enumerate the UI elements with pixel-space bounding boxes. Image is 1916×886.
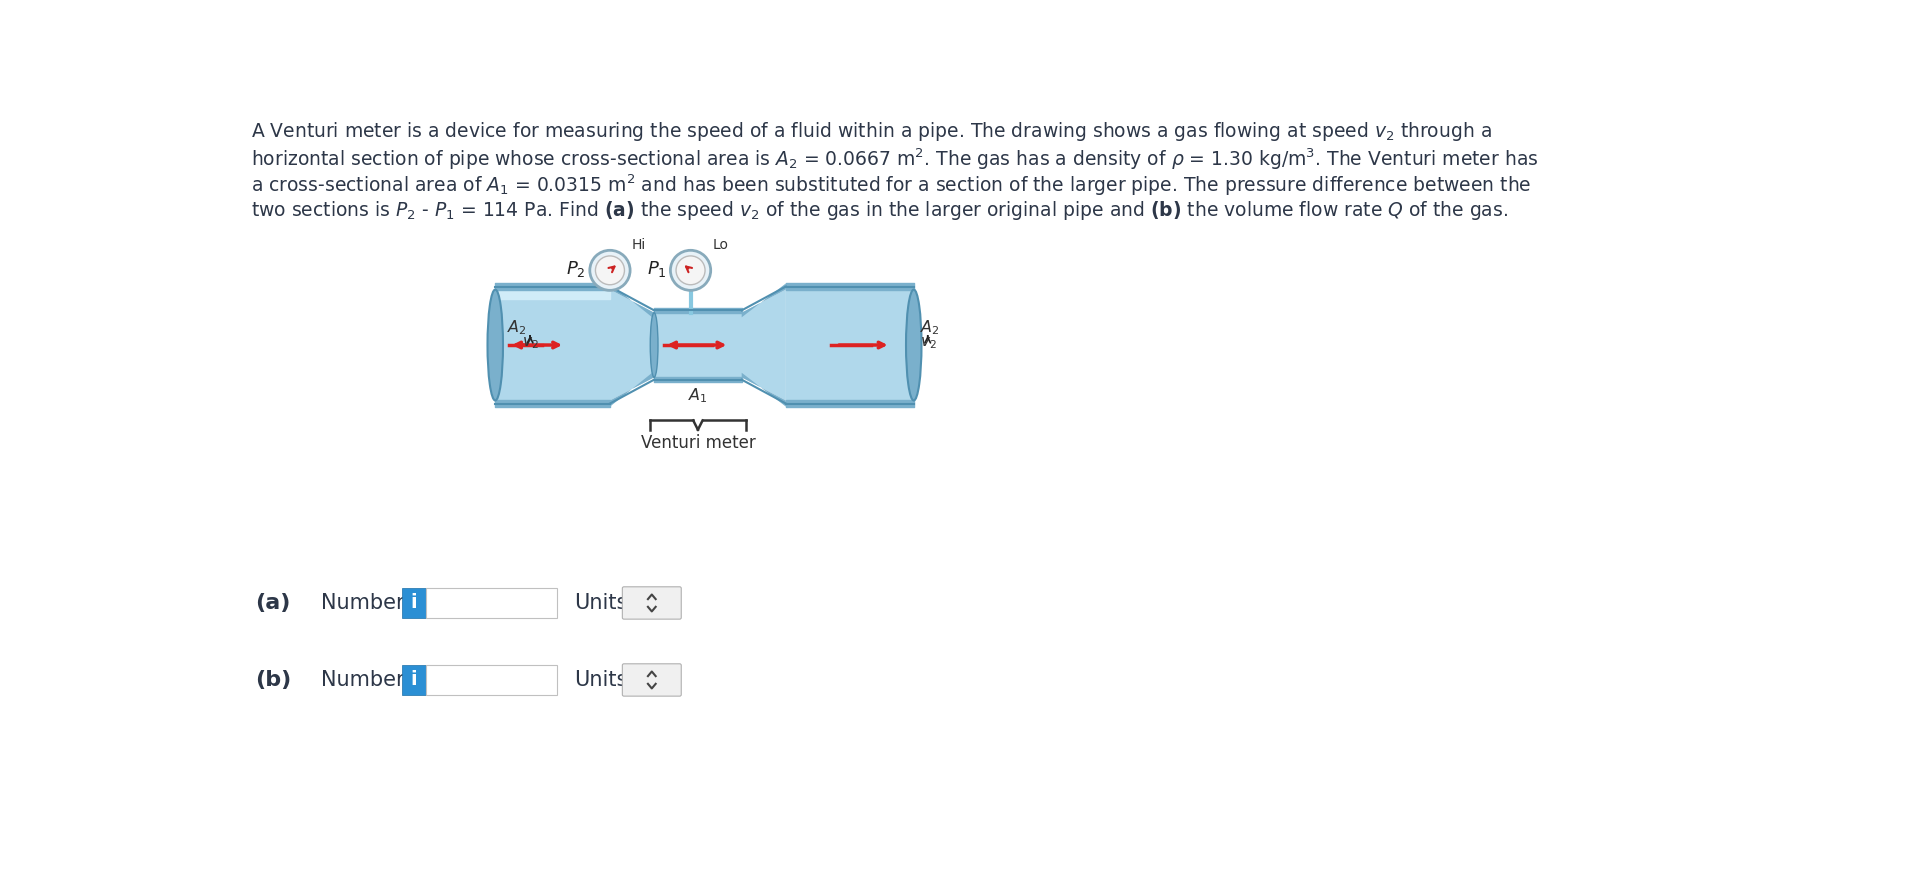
Text: $v_2$: $v_2$ (920, 336, 937, 352)
Text: $P_2$: $P_2$ (567, 259, 586, 279)
Polygon shape (609, 371, 653, 407)
Text: Venturi meter: Venturi meter (640, 433, 755, 452)
Text: Lo: Lo (713, 237, 728, 252)
Text: i: i (410, 594, 418, 612)
Polygon shape (609, 290, 653, 400)
Text: A Venturi meter is a device for measuring the speed of a fluid within a pipe. Th: A Venturi meter is a device for measurin… (251, 120, 1493, 144)
Text: $A_2$: $A_2$ (920, 319, 939, 338)
Text: Units: Units (575, 670, 628, 690)
Circle shape (590, 251, 630, 291)
Text: Number: Number (320, 670, 404, 690)
Polygon shape (741, 284, 786, 317)
Text: $A_2$: $A_2$ (508, 319, 527, 338)
Text: $P_1$: $P_1$ (648, 259, 667, 279)
Text: Number: Number (320, 593, 404, 613)
FancyBboxPatch shape (425, 588, 558, 618)
Polygon shape (609, 284, 653, 319)
Text: Hi: Hi (632, 237, 646, 252)
Text: Units: Units (575, 593, 628, 613)
Text: horizontal section of pipe whose cross-sectional area is $A_2$ = 0.0667 m$^2$. T: horizontal section of pipe whose cross-s… (251, 146, 1539, 172)
FancyBboxPatch shape (623, 664, 682, 696)
FancyBboxPatch shape (623, 587, 682, 619)
Circle shape (596, 256, 625, 284)
Text: two sections is $P_2$ - $P_1$ = 114 Pa. Find $\mathbf{(a)}$ the speed $v_2$ of t: two sections is $P_2$ - $P_1$ = 114 Pa. … (251, 198, 1508, 222)
FancyBboxPatch shape (425, 665, 558, 695)
Text: (b): (b) (255, 670, 291, 690)
Circle shape (676, 256, 705, 284)
Text: (a): (a) (255, 593, 291, 613)
Text: $v_2$: $v_2$ (523, 336, 538, 352)
Text: i: i (410, 671, 418, 689)
Polygon shape (741, 373, 786, 407)
FancyBboxPatch shape (402, 665, 425, 695)
Text: $A_1$: $A_1$ (688, 386, 707, 405)
Text: a cross-sectional area of $A_1$ = 0.0315 m$^2$ and has been substituted for a se: a cross-sectional area of $A_1$ = 0.0315… (251, 173, 1531, 198)
Ellipse shape (487, 290, 504, 400)
Ellipse shape (906, 290, 922, 400)
Polygon shape (741, 290, 786, 400)
Circle shape (671, 251, 711, 291)
Ellipse shape (650, 313, 657, 377)
FancyBboxPatch shape (402, 588, 425, 618)
